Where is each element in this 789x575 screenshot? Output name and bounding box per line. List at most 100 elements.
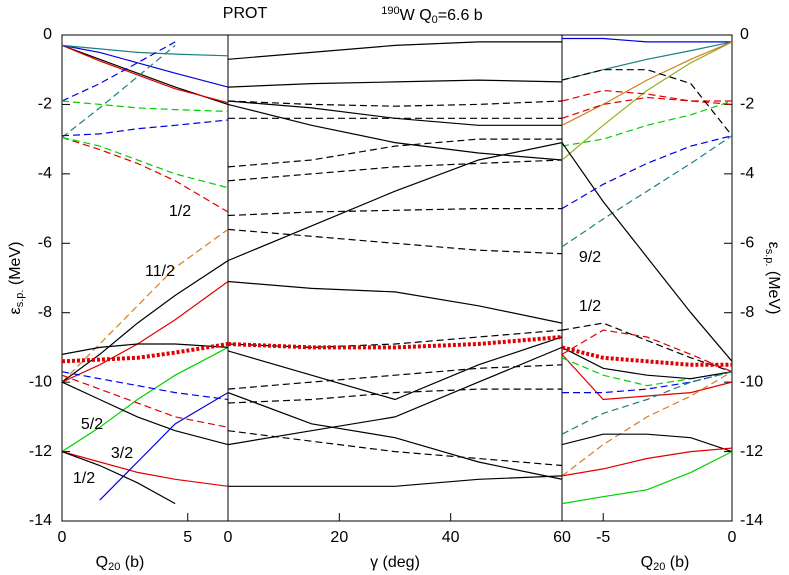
x-tick-label: 20 [330, 529, 348, 546]
level-curve [62, 228, 228, 383]
level-curve [562, 142, 732, 362]
y-tick-label: -10 [29, 373, 52, 390]
level-curve [62, 44, 228, 104]
level-curve [62, 381, 228, 446]
x-tick-label: 5 [183, 529, 192, 546]
level-curve [562, 433, 732, 453]
y-tick-label: -14 [740, 512, 763, 529]
level-curve [228, 392, 562, 480]
level-curve [228, 346, 562, 446]
level-curve [228, 475, 562, 487]
level-curve [562, 96, 732, 119]
level-curve [62, 371, 228, 401]
level-curve [62, 136, 228, 189]
y-tick-label: 0 [740, 26, 749, 43]
y-tick-label: -12 [740, 443, 763, 460]
y-tick-label: -8 [38, 304, 52, 321]
y-tick-label: -2 [740, 96, 754, 113]
level-curve [62, 44, 228, 88]
level-curve [562, 371, 732, 435]
level-curve [562, 41, 732, 81]
level-curve [228, 159, 562, 182]
level-curve [62, 374, 228, 428]
level-curve [62, 343, 228, 355]
level-curve [228, 138, 562, 168]
level-curve [228, 336, 562, 401]
level-curve [562, 135, 732, 210]
x-tick-label: 0 [58, 529, 67, 546]
x-axis-label: γ (deg) [370, 554, 420, 571]
x-tick-label: -5 [596, 529, 610, 546]
annotation: 1/2 [579, 298, 601, 315]
level-curve [228, 388, 562, 404]
annotation: 3/2 [111, 445, 133, 462]
level-curve [562, 451, 732, 505]
level-curve [228, 41, 562, 60]
level-curve [228, 103, 562, 161]
level-curve [562, 100, 732, 147]
level-curve [228, 228, 562, 255]
level-curve [562, 89, 732, 102]
level-curve [62, 100, 228, 112]
level-curve [228, 430, 562, 467]
y-tick-label: -8 [740, 304, 754, 321]
y-axis-label: εs.p. (MeV) [7, 242, 26, 315]
level-curve [228, 208, 562, 217]
level-curve [228, 142, 562, 262]
x-axis-label: Q20 (b) [641, 554, 690, 573]
annotation: 1/2 [169, 203, 191, 220]
level-curve [562, 135, 732, 248]
level-curve [62, 342, 228, 364]
y-tick-label: -14 [29, 512, 52, 529]
y-tick-label: -6 [740, 235, 754, 252]
annotation: 5/2 [81, 416, 103, 433]
level-curve [62, 44, 228, 57]
y-tick-label: -10 [740, 373, 763, 390]
level-curve [228, 335, 562, 350]
x-axis-label: Q20 (b) [96, 554, 145, 573]
level-curve [562, 329, 732, 373]
level-curve [228, 79, 562, 88]
y-axis-label-right: εs.p. (MeV) [763, 242, 782, 315]
level-curve [562, 41, 732, 161]
level-curve [562, 447, 732, 477]
level-curve [62, 281, 228, 383]
annotation: 11/2 [145, 263, 175, 280]
nucleus-label: 190W Q0=6.6 b [381, 5, 483, 26]
level-curve [562, 37, 732, 43]
x-tick-label: 60 [553, 529, 571, 546]
annotation: 1/2 [73, 470, 95, 487]
level-curve [62, 136, 228, 213]
y-tick-label: -2 [38, 96, 52, 113]
level-curve [562, 41, 732, 126]
level-curve [228, 100, 562, 107]
level-curve [228, 280, 562, 324]
level-curve [562, 322, 732, 373]
level-curve [562, 371, 732, 477]
level-curve [62, 260, 228, 383]
level-curve [62, 451, 176, 505]
y-tick-label: -12 [29, 443, 52, 460]
x-tick-label: 40 [442, 529, 460, 546]
level-curve [99, 392, 228, 501]
y-tick-label: -4 [740, 165, 754, 182]
level-curve [562, 353, 732, 401]
level-curve [62, 451, 228, 487]
level-curve [62, 44, 176, 138]
level-curve [562, 371, 732, 394]
x-tick-label: 0 [224, 529, 233, 546]
level-curve [62, 346, 228, 453]
level-curve [562, 69, 732, 137]
level-curve [562, 345, 732, 367]
level-curve [562, 346, 732, 380]
title: PROT [223, 5, 268, 22]
level-curve [62, 119, 228, 137]
annotation: 9/2 [579, 249, 601, 266]
y-tick-label: 0 [43, 26, 52, 43]
plot-frame [61, 34, 733, 522]
y-tick-label: -6 [38, 235, 52, 252]
level-curve [228, 100, 562, 126]
x-tick-label: 0 [728, 529, 737, 546]
level-curve [228, 364, 562, 390]
